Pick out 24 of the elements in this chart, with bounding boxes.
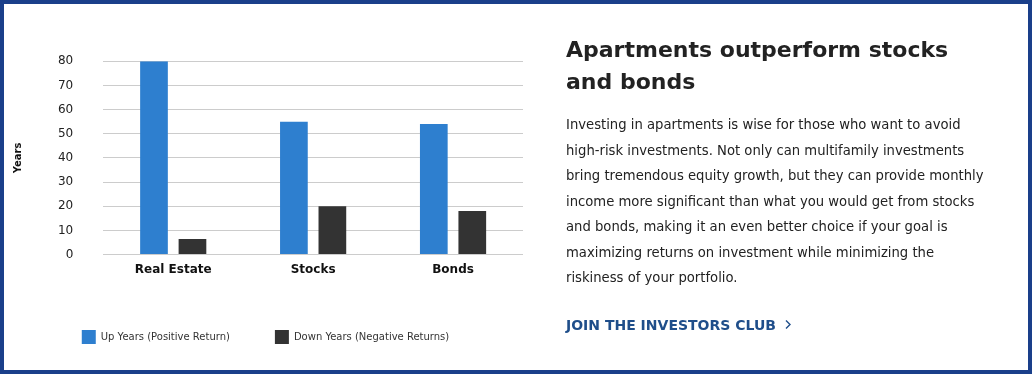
bar (318, 206, 347, 255)
y-tick-label: 0 (65, 246, 74, 261)
bar (419, 124, 448, 255)
text: Investing in apartments is wise for those who want to avoid high-risk investments. Not only can multifamily investments bring tremendous equity growth, but they can provide monthly income more significant than what you would get from stocks and bonds, making it an even better choice if your goal is maximizing returns on investment while minimizing the riskiness of your portfolio. (566, 116, 985, 287)
y-tick-label: 70 (57, 77, 74, 92)
text: JOIN THE INVESTORS CLUB (566, 316, 776, 333)
y-tick-label: 50 (57, 125, 74, 140)
y-tick-label: 60 (57, 101, 74, 116)
y-axis-title: Years (11, 142, 23, 175)
x-tick-label: Real Estate (134, 261, 212, 276)
y-tick-label: 10 (57, 222, 74, 237)
y-tick-label: 40 (57, 150, 74, 165)
x-tick-label: Stocks (290, 261, 336, 276)
y-tick-label: 80 (57, 53, 74, 68)
x-tick-label: Bonds (432, 261, 474, 276)
bar (458, 211, 487, 255)
bar (178, 238, 207, 255)
y-tick-label: 20 (57, 198, 74, 213)
legend-label: Down Years (Negative Returns) (293, 330, 450, 342)
legend-label: Up Years (Positive Return) (100, 330, 230, 342)
bar (140, 61, 168, 255)
text: Apartments outperform stocks and bonds (566, 36, 950, 96)
bar (280, 121, 308, 255)
y-tick-label: 30 (57, 174, 74, 189)
